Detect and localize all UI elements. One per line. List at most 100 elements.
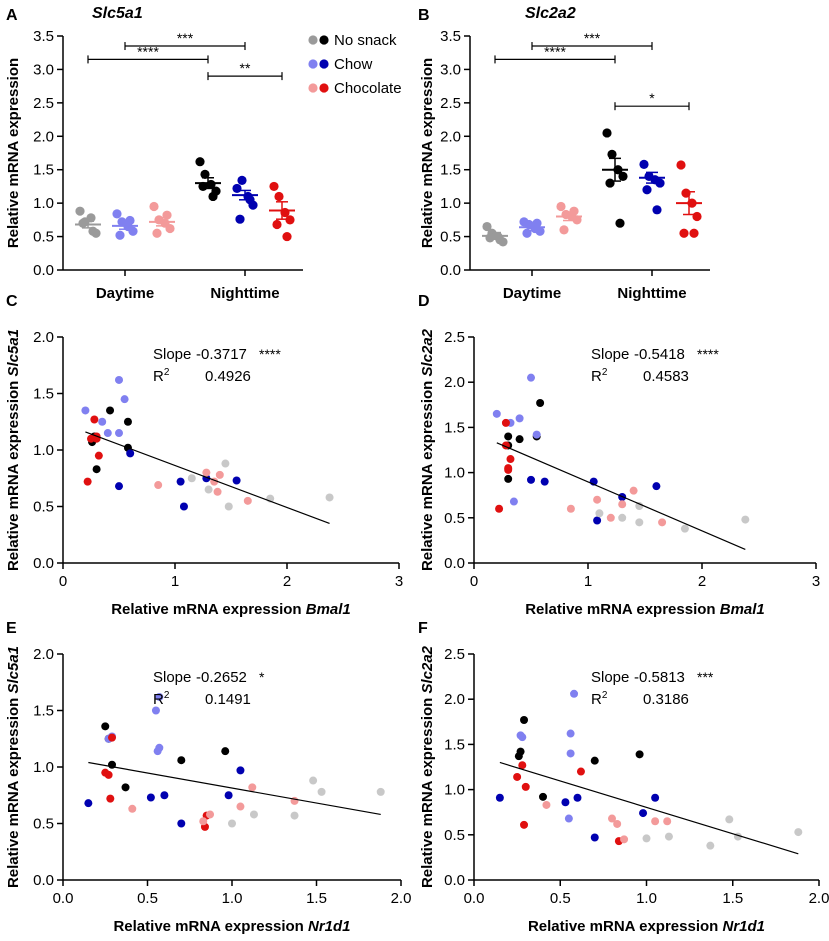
data-point — [152, 228, 162, 238]
r2-label: R2 — [591, 690, 608, 708]
r2-label-text: R — [591, 368, 602, 385]
data-point — [559, 225, 569, 235]
data-point — [515, 435, 524, 444]
x-tick-label: 2 — [698, 573, 706, 590]
data-point — [285, 215, 295, 225]
data-point — [509, 497, 518, 506]
data-point — [725, 815, 734, 824]
data-point — [794, 828, 803, 837]
data-point — [495, 504, 504, 513]
x-tick-label: 0 — [59, 573, 67, 590]
x-tick-label: 2.0 — [809, 890, 829, 907]
panel-b: B Slc2a2 0.0 0.5 1.0 1.5 2.0 2.5 3.0 3.5 Daytime Ni… — [418, 5, 710, 302]
x-tick-label: 1.0 — [222, 890, 243, 907]
x-axis-label: Relative mRNA expression Nr1d1 — [528, 918, 765, 935]
y-axis-label: Relative mRNA expression — [419, 58, 436, 248]
data-point — [236, 766, 245, 775]
data-point — [204, 485, 213, 494]
data-point — [235, 214, 245, 224]
data-point — [215, 470, 224, 479]
data-point — [741, 515, 750, 524]
data-point — [520, 715, 529, 724]
data-point — [566, 749, 575, 758]
y-axis-label-gene: Slc2a2 — [419, 645, 436, 693]
data-point — [195, 157, 205, 167]
data-point — [635, 502, 644, 511]
data-point — [527, 373, 535, 382]
slope-value: -0.5418 — [634, 346, 685, 363]
legend-marker — [308, 35, 318, 45]
slope-value: -0.5813 — [634, 669, 685, 686]
data-point — [221, 747, 230, 756]
x-tick-label: 3 — [395, 573, 403, 590]
legend: No snack Chow Chocolate — [308, 32, 402, 97]
legend-marker — [319, 35, 329, 45]
data-point — [309, 776, 318, 785]
data-point — [618, 500, 627, 509]
data-point — [248, 783, 257, 792]
data-point — [272, 219, 282, 230]
x-tick-label: 2.0 — [391, 890, 412, 907]
data-point — [81, 406, 90, 415]
data-point — [376, 787, 385, 796]
data-point — [515, 414, 524, 423]
data-point — [576, 767, 585, 776]
legend-marker — [319, 59, 329, 69]
data-point — [243, 496, 252, 505]
data-point — [706, 841, 715, 850]
significance-stars: **** — [137, 43, 159, 59]
y-tick-label: 1.5 — [440, 162, 461, 179]
r2-superscript: 2 — [602, 690, 608, 701]
y-tick-label: 1.5 — [444, 736, 465, 753]
y-axis-label-gene: Slc5a1 — [5, 329, 22, 377]
x-axis-label-gene: Nr1d1 — [723, 918, 766, 935]
data-point — [153, 747, 162, 756]
y-tick-label: 2.0 — [444, 691, 465, 708]
data-point — [569, 206, 579, 216]
data-point — [613, 819, 622, 828]
slope-value: -0.3717 — [196, 346, 247, 363]
x-tick-label: 3 — [812, 573, 820, 590]
data-point — [639, 159, 649, 169]
data-point — [593, 495, 602, 504]
r2-value: 0.4926 — [205, 368, 251, 385]
data-point — [618, 513, 627, 522]
y-tick-label: 1.5 — [33, 386, 54, 403]
x-axis-label-gene: Bmal1 — [306, 601, 351, 618]
data-point — [573, 793, 582, 802]
x-tick-label: 0 — [470, 573, 478, 590]
y-axis-label-text: Relative mRNA expression — [419, 377, 436, 572]
data-point — [75, 206, 85, 216]
data-point — [615, 218, 625, 228]
data-point — [676, 160, 686, 170]
x-axis-label-text: Relative mRNA expression — [113, 918, 308, 935]
data-point — [101, 722, 110, 731]
data-point — [651, 817, 660, 826]
data-point — [504, 464, 513, 473]
slope-label: Slope — [153, 669, 191, 686]
data-point — [536, 398, 545, 407]
data-point — [602, 128, 612, 138]
data-point — [642, 185, 652, 195]
significance-stars: ** — [240, 60, 251, 76]
data-point — [115, 230, 125, 240]
regression-line — [496, 442, 746, 550]
data-point — [521, 782, 530, 791]
y-tick-label: 2.5 — [33, 95, 54, 112]
data-point — [228, 819, 236, 828]
y-tick-label: 3.5 — [440, 28, 461, 45]
panel-label: D — [418, 293, 430, 310]
data-point — [154, 481, 163, 490]
y-tick-label: 2.0 — [33, 646, 54, 663]
y-tick-label: 1.0 — [444, 465, 465, 482]
data-point — [680, 524, 689, 533]
x-tick-label: 0.0 — [53, 890, 74, 907]
x-tick-label: 1 — [171, 573, 179, 590]
data-point — [179, 502, 188, 511]
data-point — [561, 798, 570, 807]
data-point — [658, 518, 667, 527]
y-tick-label: 0.0 — [33, 872, 54, 889]
y-tick-label: 1.5 — [444, 419, 465, 436]
data-point — [590, 833, 599, 842]
r2-value: 0.1491 — [205, 691, 251, 708]
